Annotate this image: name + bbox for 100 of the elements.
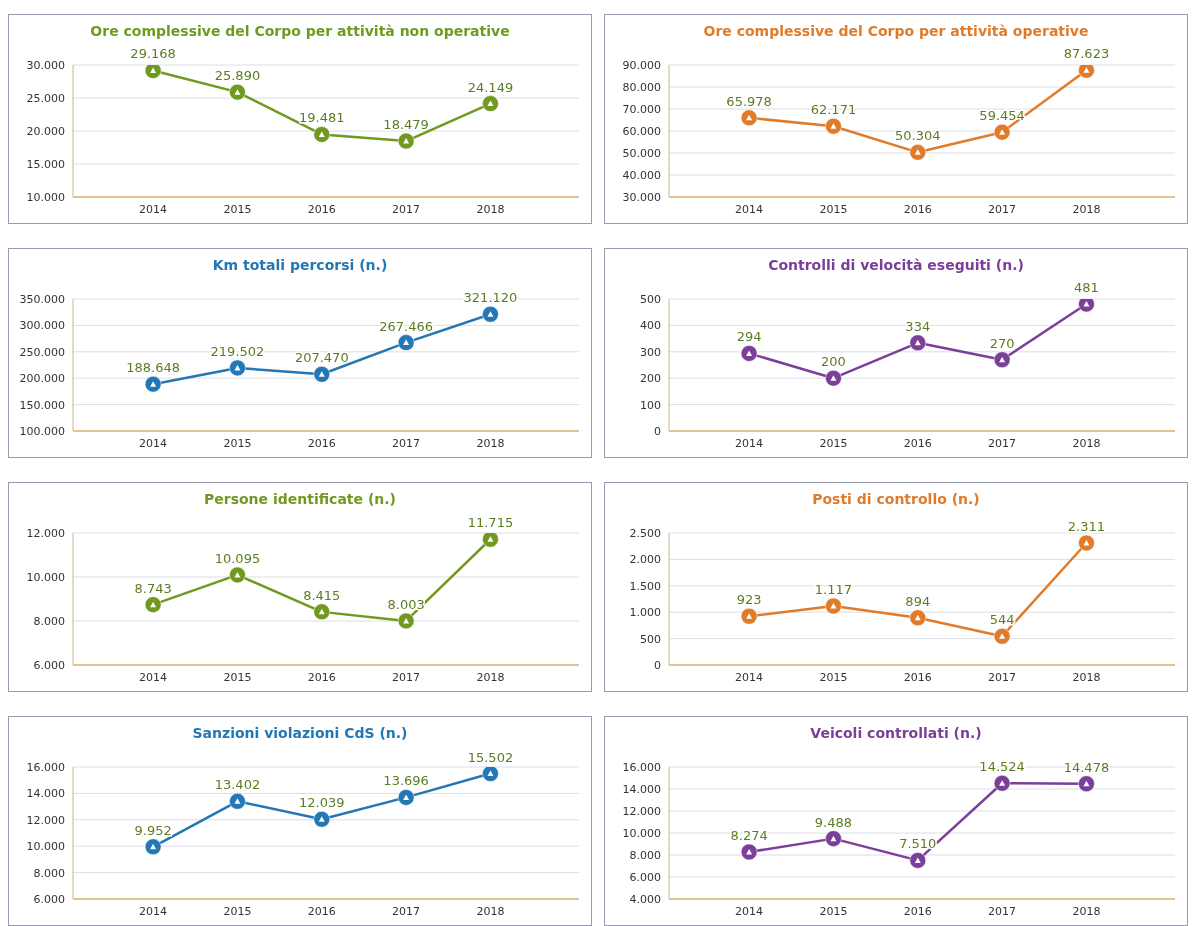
y-tick-label: 8.000 — [33, 866, 65, 880]
y-tick-label: 40.000 — [622, 168, 661, 182]
y-tick-label: 2.000 — [629, 553, 661, 567]
data-label: 200 — [821, 354, 846, 370]
chart-title: Veicoli controllati (n.) — [809, 725, 983, 741]
point — [740, 843, 758, 861]
y-tick-label: 8.000 — [629, 848, 661, 862]
data-label: 15.502 — [467, 749, 514, 765]
point — [144, 375, 162, 393]
point — [1077, 534, 1095, 552]
x-tick-label: 2014 — [139, 904, 168, 918]
y-tick-label: 70.000 — [622, 102, 661, 116]
point — [313, 365, 331, 383]
chart-title: Posti di controllo (n.) — [811, 491, 981, 507]
point — [228, 359, 246, 377]
data-label: 8.743 — [134, 580, 172, 596]
point — [228, 566, 246, 584]
y-tick-label: 6.000 — [33, 892, 65, 906]
x-tick-label: 2015 — [819, 904, 848, 918]
y-tick-label: 300 — [640, 345, 661, 359]
data-label: 321.120 — [463, 290, 518, 306]
y-tick-label: 60.000 — [622, 124, 661, 138]
point — [909, 143, 927, 161]
point — [228, 83, 246, 101]
y-tick-label: 400 — [640, 319, 661, 333]
x-tick-label: 2018 — [1072, 436, 1101, 450]
point — [481, 767, 499, 783]
point — [993, 351, 1011, 369]
point — [144, 838, 162, 856]
y-tick-label: 250.000 — [19, 345, 65, 359]
point — [740, 607, 758, 625]
data-label: 11.715 — [467, 515, 514, 531]
x-tick-label: 2014 — [139, 670, 168, 684]
x-tick-label: 2015 — [819, 670, 848, 684]
point — [1077, 65, 1095, 79]
y-tick-label: 100 — [640, 398, 661, 412]
x-tick-label: 2015 — [819, 202, 848, 216]
y-tick-label: 10.000 — [26, 570, 65, 584]
point — [993, 774, 1011, 792]
x-tick-label: 2015 — [223, 670, 252, 684]
data-label: 894 — [905, 593, 931, 609]
y-tick-label: 30.000 — [622, 190, 661, 204]
y-tick-label: 1.000 — [629, 606, 661, 620]
y-tick-label: 25.000 — [26, 91, 65, 105]
data-label: 19.481 — [299, 110, 345, 126]
y-tick-label: 200 — [640, 372, 661, 386]
y-tick-label: 10.000 — [26, 840, 65, 854]
point — [909, 851, 927, 869]
data-label: 87.623 — [1063, 46, 1110, 62]
data-label: 1.117 — [814, 582, 853, 598]
y-tick-label: 10.000 — [26, 190, 65, 204]
x-tick-label: 2016 — [903, 904, 932, 918]
x-tick-label: 2018 — [476, 904, 505, 918]
point — [740, 109, 758, 127]
y-tick-label: 16.000 — [622, 760, 661, 774]
y-tick-label: 6.000 — [33, 658, 65, 672]
point — [397, 788, 415, 806]
data-label: 25.890 — [214, 68, 261, 84]
data-label: 9.488 — [814, 814, 853, 830]
x-tick-label: 2018 — [1072, 904, 1101, 918]
point — [228, 792, 246, 810]
data-label: 7.510 — [899, 836, 937, 852]
y-tick-label: 90.000 — [622, 58, 661, 72]
y-tick-label: 350.000 — [19, 292, 65, 306]
y-tick-label: 500 — [640, 292, 661, 306]
y-tick-label: 100.000 — [19, 424, 65, 438]
x-tick-label: 2016 — [903, 670, 932, 684]
x-tick-label: 2015 — [223, 436, 252, 450]
y-tick-label: 12.000 — [26, 813, 65, 827]
chart-title: Controlli di velocità eseguiti (n.) — [767, 257, 1025, 273]
y-tick-label: 50.000 — [622, 146, 661, 160]
chart-title: Sanzioni violazioni CdS (n.) — [191, 725, 409, 741]
point — [909, 609, 927, 627]
point — [144, 65, 162, 79]
data-label: 29.168 — [130, 46, 176, 62]
x-tick-label: 2016 — [307, 436, 336, 450]
x-tick-label: 2014 — [735, 202, 764, 216]
point — [481, 533, 499, 548]
data-label: 8.003 — [387, 596, 425, 612]
point — [993, 123, 1011, 141]
data-label: 50.304 — [895, 128, 941, 144]
data-label: 59.454 — [979, 108, 1025, 124]
data-label: 24.149 — [467, 79, 514, 95]
x-tick-label: 2018 — [1072, 202, 1101, 216]
chart-title: Km totali percorsi (n.) — [211, 257, 389, 273]
data-label: 481 — [1074, 280, 1099, 296]
x-tick-label: 2016 — [903, 202, 932, 216]
y-tick-label: 14.000 — [622, 782, 661, 796]
x-tick-label: 2017 — [988, 436, 1017, 450]
data-label: 294 — [736, 329, 762, 345]
y-tick-label: 8.000 — [33, 614, 65, 628]
y-tick-label: 10.000 — [622, 826, 661, 840]
data-label: 544 — [989, 612, 1015, 628]
data-label: 12.039 — [299, 795, 345, 811]
point — [824, 117, 842, 135]
y-tick-label: 30.000 — [26, 58, 65, 72]
y-tick-label: 200.000 — [19, 372, 65, 386]
x-tick-label: 2018 — [476, 436, 505, 450]
point — [740, 344, 758, 362]
point — [397, 612, 415, 630]
